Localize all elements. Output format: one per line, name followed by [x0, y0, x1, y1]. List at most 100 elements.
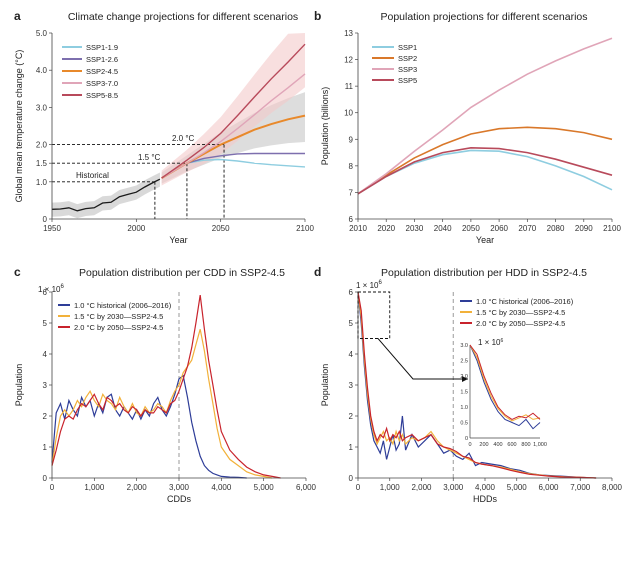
zoom-region-box [357, 291, 391, 339]
a-y-tick-label: 2.0 [36, 141, 48, 150]
d-y-tick-label: 6 [349, 288, 354, 297]
d-x-tick-label: 4,000 [475, 483, 496, 492]
inset-y-tick-label: 1.0 [460, 405, 468, 411]
d-y-tick-label: 2 [349, 412, 354, 421]
b-legend-label: SSP3 [398, 65, 417, 74]
d-x-tick-label: 5,000 [507, 483, 528, 492]
c-y-tick-label: 1 [43, 443, 48, 452]
b-y-tick-label: 10 [344, 109, 353, 118]
hdd-series-line-1 [357, 291, 597, 479]
b-x-axis-label: Year [476, 235, 494, 245]
historical-line [51, 178, 161, 212]
c-y-tick-label: 3 [43, 381, 48, 390]
d-x-tick-label: 7,000 [570, 483, 591, 492]
c-x-tick-label: 4,000 [211, 483, 232, 492]
a-x-tick-label: 2100 [296, 224, 314, 233]
a-legend-label: SSP3-7.0 [86, 79, 118, 88]
inset-x-tick-label: 600 [507, 442, 516, 448]
series-line-ssp5-8.5 [161, 43, 306, 179]
d-x-tick-label: 6,000 [538, 483, 559, 492]
b-x-tick-label: 2070 [518, 224, 536, 233]
b-y-axis-label: Population (billions) [320, 87, 330, 166]
c-x-tick-label: 1,000 [84, 483, 105, 492]
ssp585-uncertainty-band [161, 33, 305, 186]
d-legend-label: 1.0 °C historical (2006–2016) [476, 297, 574, 306]
cdd-series-line-2 [51, 295, 281, 479]
series-line-ssp3 [357, 37, 613, 195]
c-x-axis-label: CDDs [167, 494, 191, 504]
b-y-tick-label: 8 [349, 162, 354, 171]
d-legend-label: 2.0 °C by 2050—SSP2-4.5 [476, 319, 565, 328]
b-x-tick-label: 2060 [490, 224, 508, 233]
panel-d-label: d [314, 265, 321, 279]
b-x-tick-label: 2030 [406, 224, 424, 233]
panel-a-label: a [14, 9, 21, 23]
b-x-tick-label: 2010 [349, 224, 367, 233]
historical-label: Historical [76, 171, 109, 180]
d-y-tick-label: 1 [349, 443, 354, 452]
a-y-tick-label: 4.0 [36, 66, 48, 75]
c-x-tick-label: 5,000 [254, 483, 275, 492]
b-x-tick-label: 2050 [462, 224, 480, 233]
a-legend-label: SSP1-2.6 [86, 55, 118, 64]
d-x-tick-label: 3,000 [443, 483, 464, 492]
inset-y-tick-label: 1.5 [460, 390, 468, 396]
c-y-tick-label: 6 [43, 288, 48, 297]
inset-x-tick-label: 400 [493, 442, 502, 448]
series-line-ssp5 [357, 146, 613, 195]
inset-series-line-2 [469, 344, 541, 420]
a-legend-label: SSP5-8.5 [86, 91, 118, 100]
b-x-tick-label: 2040 [434, 224, 452, 233]
d-y-tick-label: 3 [349, 381, 354, 390]
panel-d-title: Population distribution per HDD in SSP2-… [381, 267, 587, 279]
chart-d: 0 1,000 2,000 3,000 4,000 5,000 6,000 7,000 8,00… [320, 288, 623, 504]
b-y-tick-label: 9 [349, 135, 354, 144]
c-x-tick-label: 3,000 [169, 483, 190, 492]
series-line-ssp1-2.6 [161, 152, 305, 179]
c-legend-label: 1.5 °C by 2030—SSP2-4.5 [74, 312, 163, 321]
a-y-tick-label: 3.0 [36, 103, 48, 112]
cdd-series-line-0 [51, 374, 247, 479]
chart-c: 0 1,000 2,000 3,000 4,000 5,000 6,000 0 1 2 3 4 5 6 CD… [14, 288, 317, 504]
d-x-tick-label: 8,000 [602, 483, 623, 492]
a-x-tick-label: 2050 [212, 224, 230, 233]
b-x-tick-label: 2100 [603, 224, 621, 233]
threshold-15-label: 1.5 °C [138, 153, 161, 162]
b-legend-label: SSP1 [398, 43, 417, 52]
zoom-arrow-head [462, 376, 468, 382]
inset-x-tick-label: 800 [521, 442, 530, 448]
inset-series-line-0 [469, 344, 541, 430]
a-x-tick-label: 1950 [43, 224, 61, 233]
c-x-tick-label: 2,000 [127, 483, 148, 492]
a-y-tick-label: 0 [43, 215, 48, 224]
a-x-tick-label: 2000 [127, 224, 145, 233]
chart-a: 1950 2000 2050 2100 0 1.0 1.5 2.0 3.0 4.0 5.0 Year G… [14, 29, 314, 245]
d-legend-label: 1.5 °C by 2030—SSP2-4.5 [476, 308, 565, 317]
inset-x-tick-label: 200 [479, 442, 488, 448]
b-y-tick-label: 6 [349, 215, 354, 224]
d-inset-multiplier: 1 × 106 [478, 338, 503, 347]
d-x-tick-label: 0 [356, 483, 361, 492]
a-y-axis-label: Global mean temperature change (°C) [14, 50, 24, 203]
d-y-axis-label: Population [320, 364, 330, 407]
panel-a-title: Climate change projections for different… [68, 11, 298, 23]
d-y-tick-label: 4 [349, 350, 354, 359]
a-y-tick-label: 5.0 [36, 29, 48, 38]
d-x-tick-label: 1,000 [380, 483, 401, 492]
a-x-axis-label: Year [169, 235, 187, 245]
d-x-tick-label: 2,000 [411, 483, 432, 492]
panel-c-label: c [14, 265, 21, 279]
b-x-tick-label: 2020 [377, 224, 395, 233]
panel-b-label: b [314, 9, 321, 23]
inset-y-tick-label: 2.5 [460, 359, 468, 365]
a-legend-label: SSP2-4.5 [86, 67, 118, 76]
inset-x-tick-label: 1,000 [533, 442, 547, 448]
inset-y-tick-label: 0.5 [460, 421, 468, 427]
series-line-ssp3-7.0 [161, 73, 306, 179]
historical-uncertainty-band [52, 172, 160, 219]
b-y-tick-label: 13 [344, 29, 353, 38]
b-y-tick-label: 7 [349, 188, 354, 197]
inset-y-tick-label: 3.0 [460, 343, 468, 349]
c-legend-label: 1.0 °C historical (2006–2016) [74, 301, 172, 310]
b-y-tick-label: 12 [344, 56, 353, 65]
